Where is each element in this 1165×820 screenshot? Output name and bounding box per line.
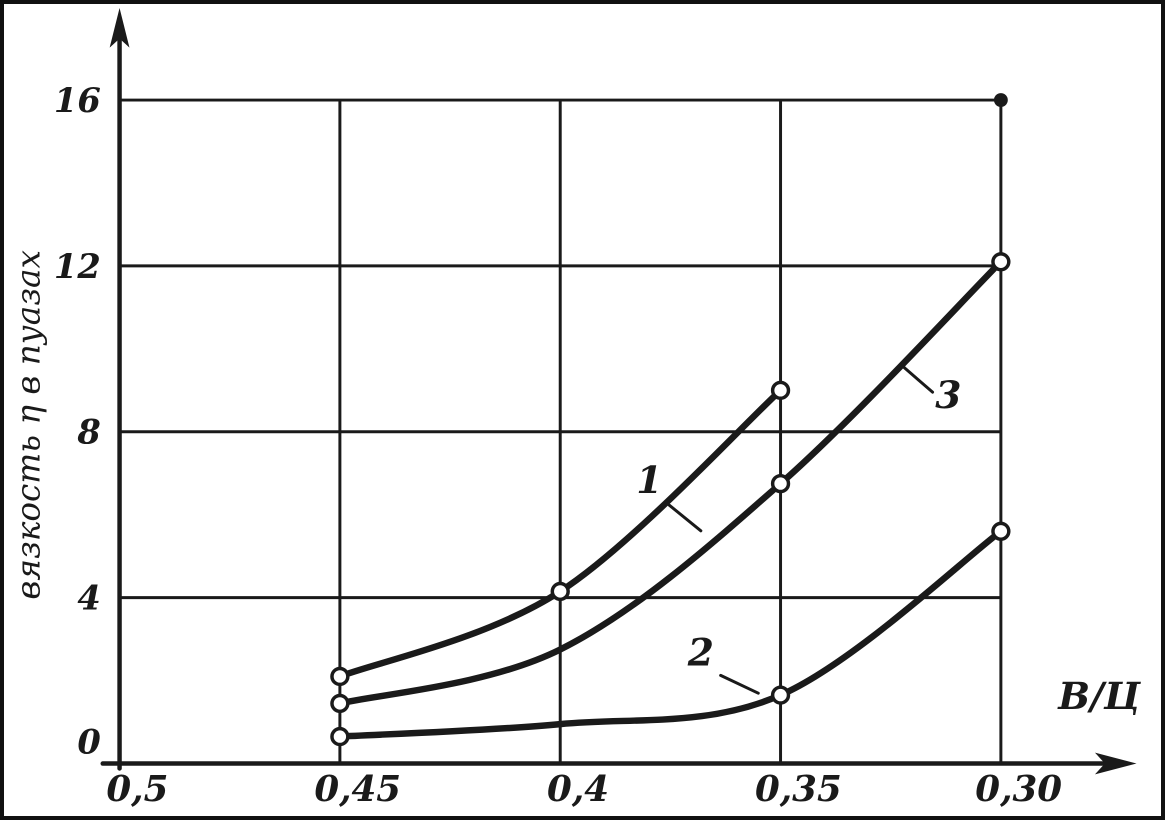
curve-label-3: 3 bbox=[935, 373, 961, 417]
x-tick-label: 0,4 bbox=[547, 769, 609, 810]
y-tick-label: 16 bbox=[54, 80, 101, 120]
x-tick-label: 0,45 bbox=[314, 769, 401, 810]
curve-label-leader-1 bbox=[667, 503, 703, 533]
y-tick-label: 0 bbox=[77, 722, 101, 762]
data-point-marker bbox=[330, 666, 350, 687]
curve-2 bbox=[336, 528, 1005, 740]
x-tick-label: 0,30 bbox=[975, 769, 1062, 810]
data-point-marker bbox=[550, 581, 570, 602]
y-tick-label: 8 bbox=[76, 412, 100, 452]
data-point-marker bbox=[991, 521, 1011, 541]
data-point-marker bbox=[330, 726, 350, 747]
x-tick-label: 0,35 bbox=[755, 769, 842, 810]
axes bbox=[100, 7, 1137, 775]
data-point-marker bbox=[330, 693, 350, 714]
axis-titles: вязкость η в пуазах В/Ц bbox=[9, 250, 1141, 718]
curve-labels: 1 2 3 bbox=[636, 364, 961, 695]
curve-3 bbox=[336, 258, 1005, 707]
curve-label-2: 2 bbox=[687, 630, 714, 674]
y-tick-label: 12 bbox=[54, 246, 101, 286]
curve-label-leader-3 bbox=[901, 364, 935, 394]
y-axis-title: вязкость η в пуазах bbox=[9, 250, 47, 599]
data-point-marker bbox=[770, 685, 791, 705]
curve-label-leader-2 bbox=[719, 673, 760, 695]
data-series bbox=[330, 252, 1011, 747]
x-tick-label: 0,5 bbox=[106, 769, 168, 810]
isolated-point bbox=[993, 93, 1008, 107]
y-tick-label: 4 bbox=[77, 578, 100, 618]
isolated-points bbox=[993, 93, 1008, 107]
x-axis-title: В/Ц bbox=[1057, 674, 1142, 718]
x-axis-arrow-icon bbox=[1094, 752, 1137, 775]
data-point-marker bbox=[770, 380, 791, 400]
data-point-marker bbox=[991, 252, 1011, 272]
y-axis-arrow-icon bbox=[109, 7, 130, 48]
data-point-marker bbox=[770, 473, 791, 494]
curve-label-1: 1 bbox=[636, 458, 662, 502]
grid-lines bbox=[119, 98, 1003, 764]
